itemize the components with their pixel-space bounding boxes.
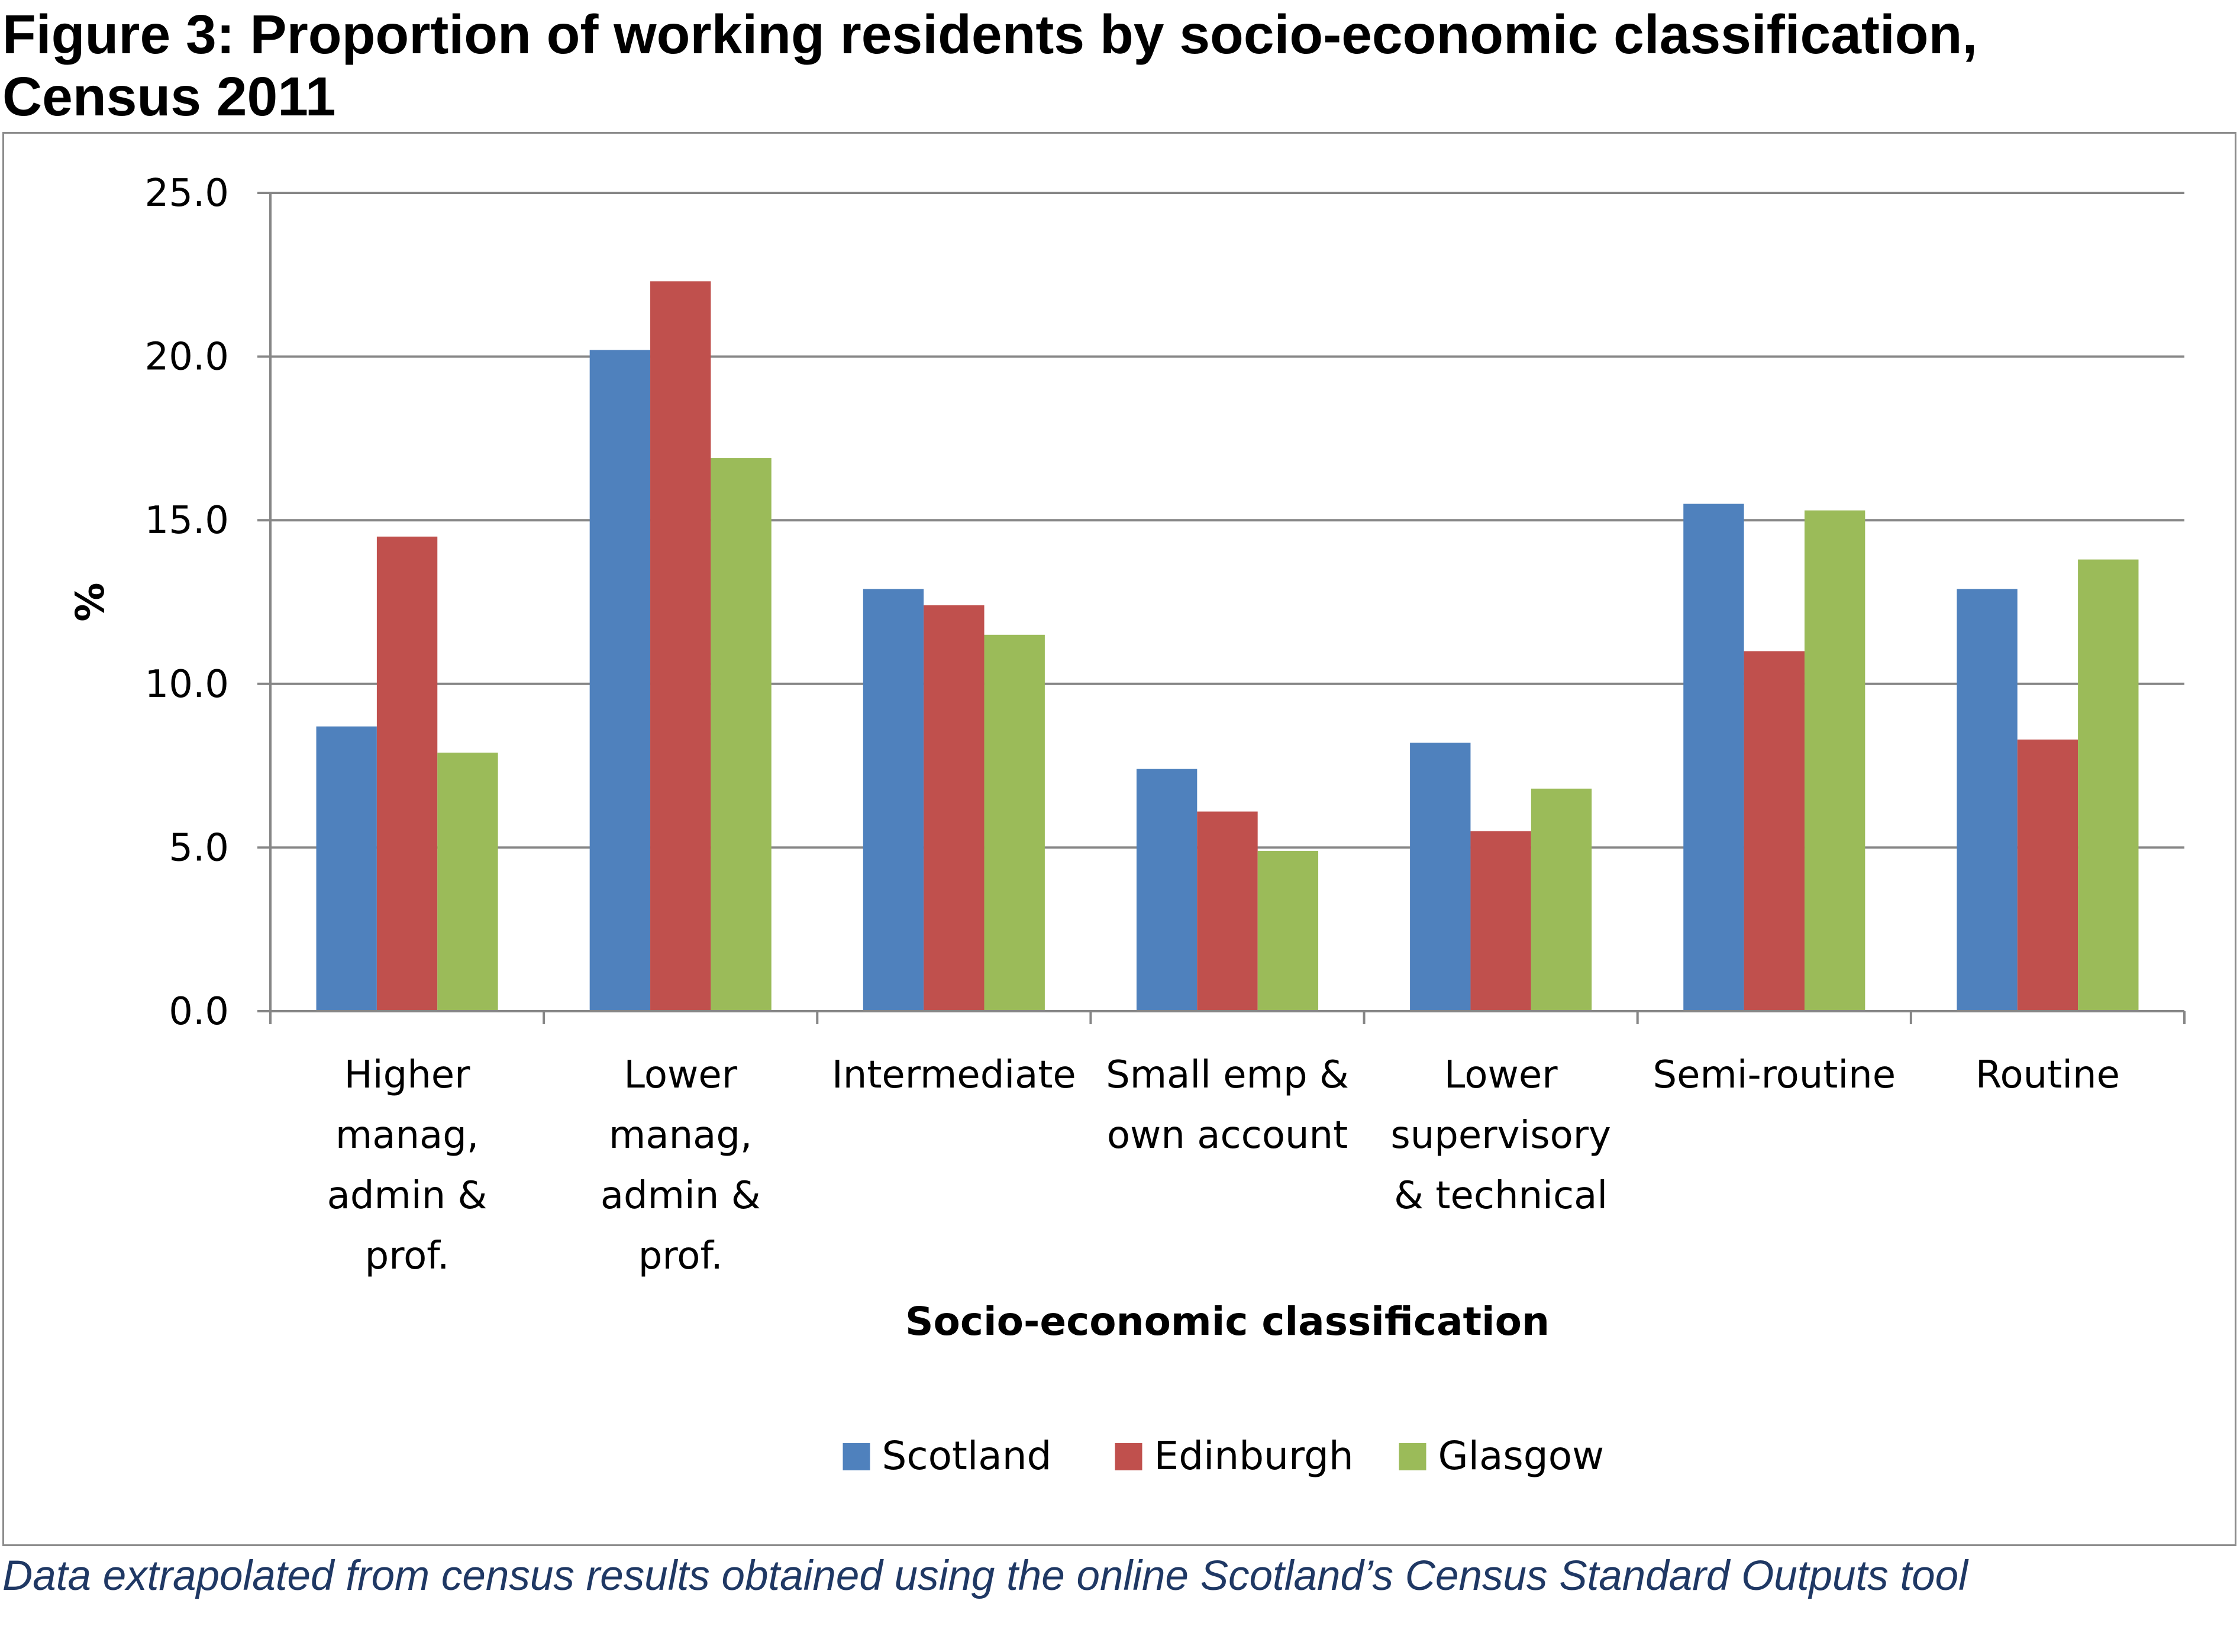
gridlines	[270, 192, 2184, 849]
x-tick-label: Semi-routine	[1652, 1053, 1896, 1097]
legend-label-scotland: Scotland	[882, 1433, 1052, 1479]
bar-scotland	[1957, 589, 2018, 1011]
y-tick-label: 5.0	[169, 826, 229, 870]
x-tick-label: Routine	[1976, 1053, 2120, 1097]
y-axis-title: %	[67, 582, 113, 621]
bar-scotland	[316, 726, 377, 1011]
y-tick-label: 10.0	[145, 663, 230, 706]
bar-glasgow	[2078, 559, 2139, 1011]
y-tick-label: 25.0	[145, 172, 230, 215]
y-tick-label: 15.0	[145, 499, 230, 543]
bars	[316, 281, 2139, 1011]
legend-swatch-glasgow	[1399, 1443, 1426, 1470]
x-axis-title: Socio-economic classification	[905, 1299, 1550, 1344]
legend-swatch-edinburgh	[1115, 1443, 1142, 1470]
bar-scotland	[1683, 504, 1744, 1011]
y-tick-label: 0.0	[169, 990, 229, 1034]
legend: Scotland Edinburgh Glasgow	[843, 1433, 1605, 1479]
x-tick-label: Higher manag, admin & prof.	[327, 1053, 488, 1278]
bar-edinburgh	[2017, 739, 2078, 1011]
bar-glasgow	[1257, 850, 1319, 1011]
bar-edinburgh	[924, 605, 985, 1011]
bar-scotland	[863, 589, 924, 1011]
bar-scotland	[589, 350, 651, 1011]
bar-glasgow	[984, 634, 1045, 1011]
y-tick-labels: 0.0 5.0 10.0 15.0 20.0 25.0	[145, 172, 230, 1034]
figure-title: Figure 3: Proportion of working resident…	[2, 4, 1978, 127]
bar-edinburgh	[1744, 651, 1805, 1011]
footnote: Data extrapolated from census results ob…	[2, 1553, 1968, 1599]
legend-label-glasgow: Glasgow	[1438, 1433, 1605, 1479]
bar-glasgow	[437, 752, 498, 1011]
legend-label-edinburgh: Edinburgh	[1154, 1433, 1354, 1479]
bar-chart: 0.0 5.0 10.0 15.0 20.0 25.0 Higher manag, admin…	[67, 172, 2186, 1479]
x-tick-label: Lower manag, admin & prof.	[601, 1053, 761, 1278]
bar-edinburgh	[1197, 811, 1258, 1011]
x-tick-labels: Higher manag, admin & prof. Lower manag, admin…	[327, 1053, 2120, 1278]
bar-scotland	[1136, 769, 1198, 1011]
x-tick-label: Lower supervisory & technical	[1390, 1053, 1611, 1218]
legend-swatch-scotland	[843, 1443, 870, 1470]
bar-scotland	[1410, 743, 1471, 1011]
x-tick-label: Small emp & own account	[1106, 1053, 1349, 1157]
y-tick-label: 20.0	[145, 335, 230, 379]
x-tick-label: Intermediate	[832, 1053, 1076, 1097]
bar-edinburgh	[376, 536, 438, 1011]
chart-area: 0.0 5.0 10.0 15.0 20.0 25.0 Higher manag, admin…	[2, 132, 2236, 1546]
bar-glasgow	[1531, 788, 1592, 1011]
axes	[257, 192, 2186, 1024]
bar-glasgow	[711, 458, 772, 1011]
bar-glasgow	[1804, 510, 1865, 1011]
bar-edinburgh	[650, 281, 711, 1011]
bar-edinburgh	[1470, 831, 1531, 1011]
